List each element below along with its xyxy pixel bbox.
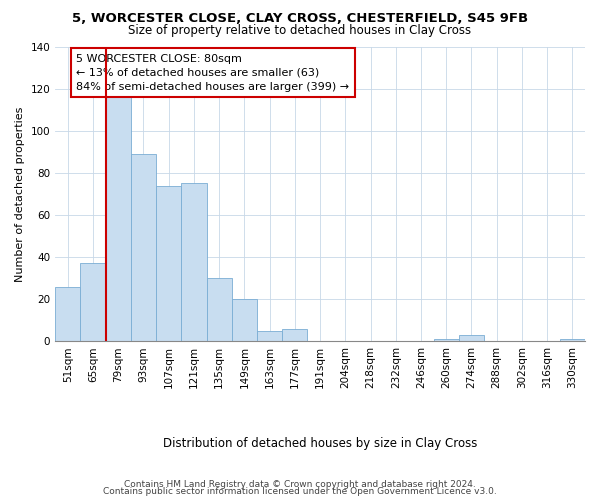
Bar	[156, 186, 181, 342]
Text: 5 WORCESTER CLOSE: 80sqm
← 13% of detached houses are smaller (63)
84% of semi-d: 5 WORCESTER CLOSE: 80sqm ← 13% of detach…	[76, 54, 349, 92]
Bar	[434, 340, 459, 342]
Text: Size of property relative to detached houses in Clay Cross: Size of property relative to detached ho…	[128, 24, 472, 37]
Text: Contains HM Land Registry data © Crown copyright and database right 2024.: Contains HM Land Registry data © Crown c…	[124, 480, 476, 489]
Bar	[206, 278, 232, 342]
Bar	[131, 154, 156, 342]
Bar	[560, 340, 585, 342]
Bar	[55, 286, 80, 342]
Text: Contains public sector information licensed under the Open Government Licence v3: Contains public sector information licen…	[103, 487, 497, 496]
Bar	[80, 264, 106, 342]
Bar	[181, 184, 206, 342]
Bar	[257, 331, 282, 342]
Bar	[459, 335, 484, 342]
Bar	[282, 329, 307, 342]
Y-axis label: Number of detached properties: Number of detached properties	[15, 106, 25, 282]
Bar	[106, 93, 131, 342]
Bar	[232, 300, 257, 342]
X-axis label: Distribution of detached houses by size in Clay Cross: Distribution of detached houses by size …	[163, 437, 477, 450]
Text: 5, WORCESTER CLOSE, CLAY CROSS, CHESTERFIELD, S45 9FB: 5, WORCESTER CLOSE, CLAY CROSS, CHESTERF…	[72, 12, 528, 26]
